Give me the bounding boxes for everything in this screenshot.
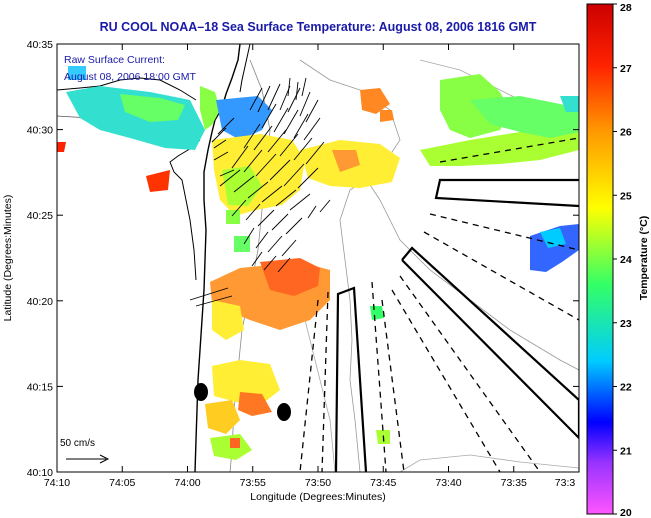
x-tick-label: 74:10	[44, 477, 70, 489]
north-shoreline	[57, 77, 197, 101]
x-tick-label: 73:45	[370, 477, 396, 489]
x-tick-label: 73:55	[240, 477, 266, 489]
colorbar-tick-label: 20	[620, 507, 632, 518]
colorbar-tick-label: 21	[620, 445, 632, 457]
dashed-lines	[299, 137, 579, 472]
colorbar-tick-label: 27	[620, 63, 632, 75]
coastline-inner	[239, 44, 251, 93]
y-axis-ticks: 40:35 40:30 40:25 40:20 40:15 40:10	[27, 39, 579, 479]
coastline	[194, 44, 241, 472]
colorbar-tick-label: 23	[620, 318, 632, 330]
y-tick-label: 40:20	[27, 296, 53, 308]
colorbar-ticks: 20 21 22 23 24 25 26 27 28	[613, 2, 632, 518]
colorbar-label: Temperature (°C)	[638, 216, 650, 301]
y-tick-label: 40:25	[27, 210, 53, 222]
bathymetry-contour	[399, 454, 579, 472]
site-marker	[194, 383, 208, 401]
map-title: RU COOL NOAA–18 Sea Surface Temperature:…	[100, 20, 537, 34]
bathymetry-contour	[359, 169, 579, 371]
colorbar-tick-label: 26	[620, 127, 632, 139]
subtitle-line-2: August 08, 2006 18:00 GMT	[64, 71, 197, 83]
x-tick-label: 73:40	[435, 477, 461, 489]
site-marker	[277, 403, 291, 421]
current-vectors	[189, 77, 331, 307]
colorbar-tick-label: 24	[620, 254, 632, 266]
map-contents	[57, 44, 579, 472]
x-tick-label: 74:00	[174, 477, 200, 489]
x-tick-label: 73:3	[555, 477, 576, 489]
bathymetry-contour	[299, 299, 336, 472]
transect-outlines	[334, 178, 579, 472]
colorbar-tick-label: 25	[620, 190, 632, 202]
y-tick-label: 40:15	[27, 381, 53, 393]
colorbar-tick-label: 28	[620, 2, 632, 14]
x-tick-label: 73:50	[305, 477, 331, 489]
y-axis-label: Latitude (Degrees:Minutes)	[2, 195, 14, 322]
y-tick-label: 40:10	[27, 467, 53, 479]
colorbar-tick-label: 22	[620, 382, 632, 394]
subtitle-line-1: Raw Surface Current:	[64, 54, 165, 66]
x-tick-label: 73:35	[501, 477, 527, 489]
y-tick-label: 40:35	[27, 39, 53, 51]
scale-label: 50 cm/s	[60, 438, 95, 449]
x-axis-label: Longitude (Degrees:Minutes)	[250, 491, 385, 503]
bay-shoreline	[169, 139, 201, 281]
scale-arrow-head	[99, 454, 110, 464]
y-tick-label: 40:30	[27, 125, 53, 137]
x-axis-ticks: 74:10 74:05 74:00 73:55 73:50 73:45 73:40 73:35…	[44, 44, 580, 489]
x-tick-label: 74:05	[109, 477, 135, 489]
colorbar	[586, 3, 614, 515]
